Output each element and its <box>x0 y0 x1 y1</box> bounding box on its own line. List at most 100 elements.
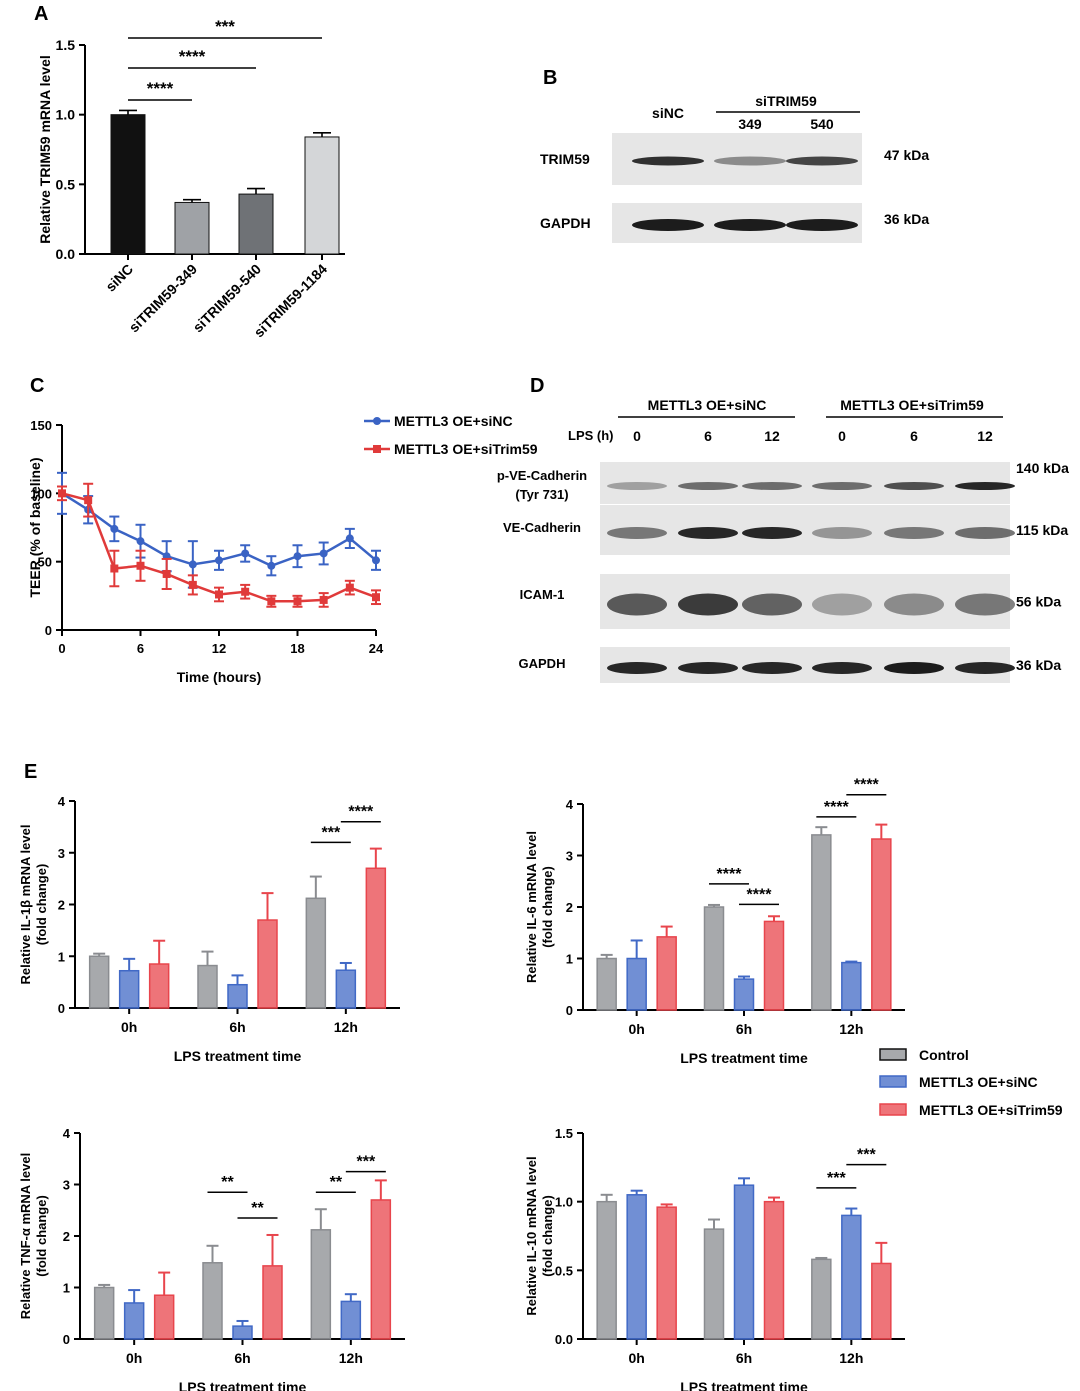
band-label: ICAM-1 <box>520 587 565 602</box>
timepoint-label: 12 <box>764 428 780 444</box>
group-label: METTL3 OE+siNC <box>648 397 767 413</box>
bar <box>596 957 617 1011</box>
blot-band <box>632 156 704 166</box>
band-size: 140 kDa <box>1016 460 1069 476</box>
band-label: GAPDH <box>540 215 591 231</box>
x-axis-label: Time (hours) <box>177 669 262 685</box>
blot-band <box>678 482 738 490</box>
x-tick-label: 12 <box>212 641 226 656</box>
panel-letter-b: B <box>543 67 557 89</box>
y-tick-label: 4 <box>566 797 574 812</box>
significance-label: **** <box>747 886 773 903</box>
x-tick-label: 6h <box>736 1021 752 1037</box>
legend-marker <box>373 417 381 425</box>
bar <box>871 1262 892 1340</box>
blot-band <box>714 219 786 231</box>
x-tick-label: 6h <box>229 1019 245 1035</box>
group-label: METTL3 OE+siTrim59 <box>840 397 984 413</box>
x-tick-label: 24 <box>369 641 384 656</box>
data-point <box>188 560 197 569</box>
data-point <box>136 561 145 570</box>
y-tick-label: 0 <box>58 1001 65 1016</box>
blot-band <box>714 156 786 166</box>
y-tick-label: 100 <box>30 486 52 501</box>
panel-b-western-blot: siNC siTRIM59 349 540 TRIM59 47 kDa GAPDH 36 kD… <box>540 93 929 243</box>
y-axis-label: Relative TNF-α mRNA level <box>18 1153 33 1319</box>
data-point <box>58 489 66 498</box>
y-tick-label: 0 <box>45 623 52 638</box>
y-tick-label: 1 <box>63 1281 70 1296</box>
y-axis-label: (fold change) <box>34 1195 49 1277</box>
timepoint-label: 6 <box>910 428 918 444</box>
blot-band <box>786 156 858 166</box>
bar <box>153 1294 175 1340</box>
bar <box>763 1200 785 1340</box>
x-tick-label: 0h <box>628 1021 644 1037</box>
significance-label: ** <box>251 1200 264 1217</box>
data-point <box>319 595 328 604</box>
bar <box>123 1302 145 1340</box>
y-axis-label: (fold change) <box>540 866 555 948</box>
significance-label: **** <box>348 804 374 821</box>
bar <box>340 1300 362 1340</box>
bar <box>227 983 248 1009</box>
data-point <box>110 524 119 533</box>
data-point <box>267 597 276 606</box>
band-size: 115 kDa <box>1016 522 1068 538</box>
y-tick-label: 2 <box>63 1229 70 1244</box>
blot-band <box>678 593 738 616</box>
y-tick-label: 3 <box>58 846 65 861</box>
data-point <box>188 580 197 589</box>
band-size: 56 kDa <box>1016 594 1061 610</box>
y-axis-label: Relative IL-6 mRNA level <box>524 831 539 983</box>
panel-e-tnfa-chart: 0 1 2 3 4 Relative TNF-α mRNA level (fold chan… <box>18 1126 405 1391</box>
x-tick-label: 0h <box>121 1019 137 1035</box>
data-point <box>372 593 380 602</box>
x-tick-label: 6 <box>137 641 144 656</box>
bar <box>763 920 785 1011</box>
band-sublabel: (Tyr 731) <box>515 487 568 502</box>
blot-band <box>742 527 802 539</box>
panel-letter-c: C <box>30 375 44 397</box>
bar <box>703 906 725 1011</box>
bar <box>202 1262 223 1340</box>
bar <box>93 1286 115 1340</box>
y-tick-label: 1.0 <box>555 1195 573 1210</box>
bar <box>656 1206 677 1340</box>
bar <box>118 969 140 1009</box>
bar <box>703 1228 725 1340</box>
band-label: p-VE-Cadherin <box>497 468 587 483</box>
panel-letter-e: E <box>24 761 37 783</box>
blot-band <box>607 527 667 539</box>
y-tick-label: 1.0 <box>56 107 76 123</box>
significance-label: *** <box>827 1170 846 1187</box>
data-point <box>372 556 380 565</box>
significance-label: ** <box>221 1174 234 1191</box>
bar <box>733 1184 755 1340</box>
timepoint-label: 0 <box>633 428 641 444</box>
blot-band <box>955 527 1015 539</box>
bar <box>88 955 110 1009</box>
blot-band <box>678 527 738 539</box>
bar <box>733 978 755 1011</box>
bar <box>148 963 170 1009</box>
blot-band <box>607 593 667 616</box>
band-label: TRIM59 <box>540 151 590 167</box>
panel-d-western-blot: METTL3 OE+siNC METTL3 OE+siTrim59 LPS (h) 0… <box>497 397 1069 683</box>
significance-label: *** <box>857 1147 876 1164</box>
blot-band <box>678 662 738 674</box>
lane-label: siNC <box>652 105 684 121</box>
bar <box>305 897 327 1009</box>
blot-band <box>786 219 858 231</box>
y-tick-label: 0.5 <box>555 1263 573 1278</box>
significance-label: **** <box>717 866 743 883</box>
significance-label: *** <box>215 17 235 36</box>
data-point <box>293 552 302 561</box>
bar <box>197 964 218 1009</box>
data-point <box>267 561 276 570</box>
x-tick-label: 0h <box>126 1350 142 1366</box>
blot-band <box>812 593 872 616</box>
legend-label: METTL3 OE+siTrim59 <box>394 441 538 457</box>
